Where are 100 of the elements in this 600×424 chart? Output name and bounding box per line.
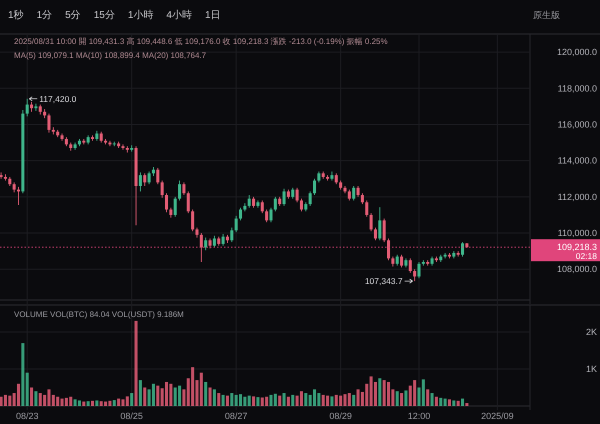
bar xyxy=(138,380,142,406)
bar xyxy=(152,384,155,406)
text: 1分 xyxy=(36,9,52,21)
candlestick xyxy=(430,256,434,266)
candlestick xyxy=(26,98,29,117)
bar xyxy=(356,389,360,406)
bar xyxy=(21,343,24,406)
bar xyxy=(217,393,220,406)
bar xyxy=(265,396,268,406)
candlestick xyxy=(296,187,299,203)
x-tick-label: 2025/09 xyxy=(481,411,514,421)
bar xyxy=(426,389,430,406)
bar xyxy=(269,394,273,406)
x-tick-label: 08/27 xyxy=(224,411,248,421)
candlestick xyxy=(286,189,290,200)
candlestick xyxy=(182,182,186,196)
candlestick xyxy=(86,134,90,145)
candlestick xyxy=(387,238,390,261)
bar xyxy=(234,394,238,406)
candlestick xyxy=(95,130,98,142)
bar xyxy=(322,394,325,406)
candlestick xyxy=(238,207,242,221)
annotation: MA(5) 109,079.1 MA(10) 108,899.4 MA(20) 108,764.7 xyxy=(14,51,207,60)
bar xyxy=(452,400,456,406)
bar xyxy=(56,396,60,406)
candlestick xyxy=(8,176,12,186)
bar xyxy=(204,382,208,406)
annotation: VOLUME VOL(BTC) 84.04 VOL(USDT) 9.186M xyxy=(14,310,184,319)
candlestick xyxy=(174,196,177,218)
candlestick xyxy=(156,167,160,185)
y-tick-label: 120,000.0 xyxy=(556,47,597,58)
candlestick xyxy=(374,227,377,241)
x-tick-label: 08/23 xyxy=(16,411,38,421)
bar xyxy=(278,396,282,406)
candlestick xyxy=(308,190,312,206)
candlestick xyxy=(30,101,34,112)
bar xyxy=(38,393,42,406)
bar xyxy=(208,388,212,406)
bar xyxy=(430,393,434,406)
bar xyxy=(8,396,12,406)
candlestick xyxy=(217,236,220,246)
bar xyxy=(112,400,116,406)
bar xyxy=(300,391,303,406)
bar xyxy=(212,389,216,406)
candlestick xyxy=(352,186,356,201)
bar xyxy=(382,380,386,406)
candlestick xyxy=(12,182,16,193)
bar xyxy=(126,396,129,406)
candlestick xyxy=(222,234,225,246)
bar xyxy=(156,386,160,406)
candlestick xyxy=(348,189,351,201)
bar xyxy=(90,400,94,406)
candlestick xyxy=(234,215,238,233)
y-tick-label: 112,000.0 xyxy=(558,192,597,202)
candlestick xyxy=(43,108,46,119)
bar xyxy=(78,400,81,406)
candlestick xyxy=(169,207,172,218)
y-tick-label: 114,000.0 xyxy=(558,156,597,166)
bar xyxy=(174,388,177,406)
bar xyxy=(222,394,225,406)
bar xyxy=(330,396,334,406)
bar xyxy=(348,393,351,406)
candlestick xyxy=(360,192,364,205)
candlestick xyxy=(278,196,282,206)
bar xyxy=(396,391,399,406)
x-tick-label: 12:00 xyxy=(408,411,430,421)
y-tick-label: 118,000.0 xyxy=(558,83,597,94)
text: 1秒 xyxy=(8,9,24,21)
bar xyxy=(69,396,72,406)
bar xyxy=(252,396,256,406)
candlestick xyxy=(191,209,194,232)
bar xyxy=(143,388,146,406)
bar xyxy=(256,397,260,406)
text: 1日 xyxy=(204,10,220,21)
ref-line-label: 109,218.3 xyxy=(556,242,597,252)
bar xyxy=(434,396,438,406)
candlestick xyxy=(413,268,416,282)
candlestick xyxy=(152,166,155,176)
bar xyxy=(304,393,308,406)
bar xyxy=(291,394,294,406)
y-tick-label: 116,000.0 xyxy=(558,119,597,130)
bar xyxy=(238,394,242,406)
candlestick xyxy=(396,254,399,266)
text: 15分 xyxy=(94,9,115,21)
candlestick xyxy=(138,172,142,192)
candlestick xyxy=(16,186,20,206)
candlestick xyxy=(208,238,212,249)
candlestick xyxy=(356,186,360,198)
bar xyxy=(317,393,320,406)
text: 原生版 xyxy=(533,10,560,20)
bar xyxy=(130,393,134,406)
text: 02:18 xyxy=(576,251,598,262)
candlestick xyxy=(378,206,382,241)
bar xyxy=(169,384,172,406)
bar xyxy=(378,378,382,406)
y-tick-label: 110,000.0 xyxy=(558,228,597,238)
bar xyxy=(248,396,251,406)
candlestick xyxy=(312,178,316,196)
bar xyxy=(100,401,103,406)
bar xyxy=(465,403,468,406)
